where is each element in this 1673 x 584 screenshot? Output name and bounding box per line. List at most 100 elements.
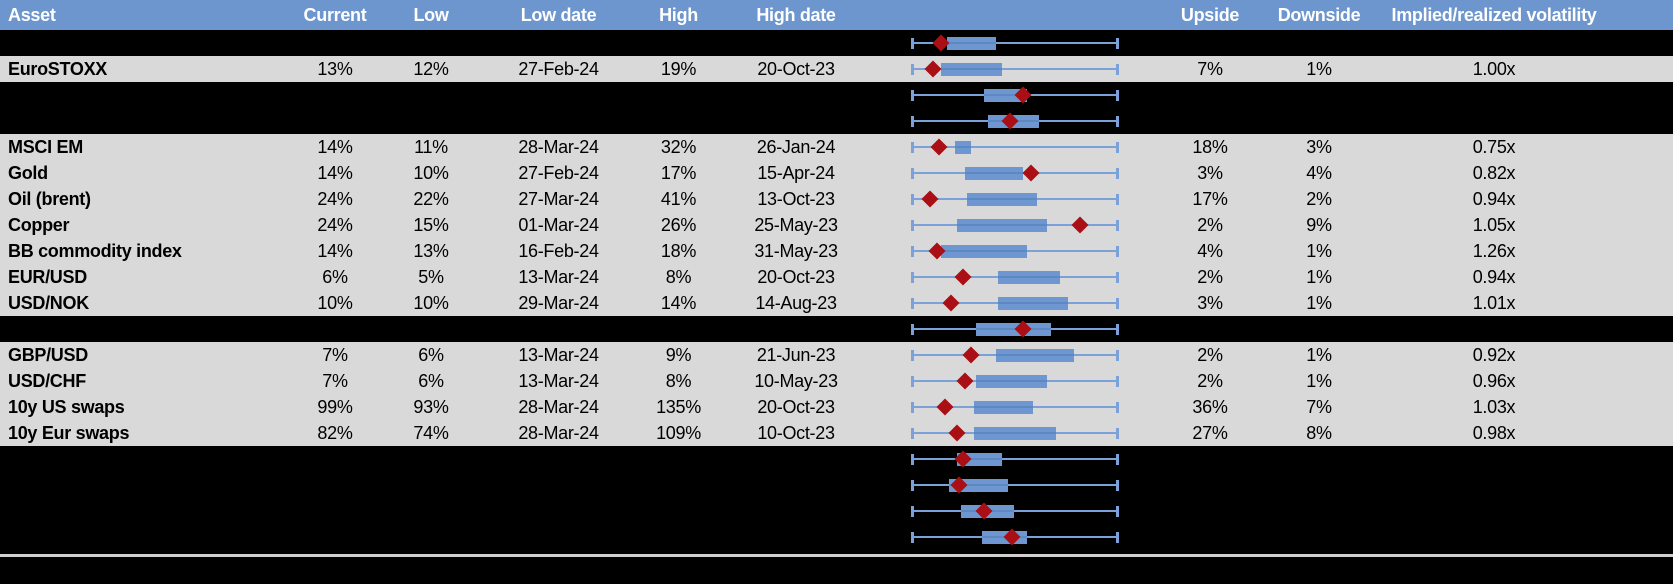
- hidden-row: [0, 82, 1673, 108]
- whisker-cap-right: [1116, 89, 1119, 101]
- whisker-cap-left: [911, 63, 914, 75]
- low-date-value: 28-Mar-24: [518, 136, 599, 157]
- current-diamond-icon: [1071, 216, 1089, 234]
- whisker-cap-left: [911, 505, 914, 517]
- downside-value: 7%: [1306, 396, 1332, 417]
- footer-divider-line: [0, 554, 1673, 557]
- downside-value: 8%: [1306, 422, 1332, 443]
- whisker-cap-left: [911, 167, 914, 179]
- high-date-value: 31-May-23: [754, 240, 838, 261]
- low-date-value: 27-Feb-24: [518, 162, 599, 183]
- boxplot-track: [911, 498, 1119, 524]
- whisker-cap-left: [911, 245, 914, 257]
- range-median-line: [973, 406, 1033, 408]
- whisker-cap-right: [1116, 297, 1119, 309]
- current-diamond-icon: [942, 294, 960, 312]
- high-value: 8%: [665, 266, 692, 287]
- whisker-cap-left: [911, 89, 914, 101]
- boxplot-track: [911, 212, 1119, 238]
- asset-label: USD/NOK: [8, 292, 89, 313]
- whisker-cap-right: [1116, 375, 1119, 387]
- implied-realized-value: 1.01x: [1472, 292, 1516, 313]
- low-date-value: 27-Mar-24: [518, 188, 599, 209]
- current-diamond-icon: [948, 424, 966, 442]
- asset-label: EuroSTOXX: [8, 58, 107, 79]
- downside-value: 2%: [1306, 188, 1332, 209]
- table-row: USD/CHF 7% 6% 13-Mar-24 8% 10-May-23 2% 1% 0.96x: [0, 368, 1673, 394]
- range-median-line: [975, 328, 1052, 330]
- whisker-cap-left: [911, 271, 914, 283]
- range-boxplot: [880, 316, 1160, 342]
- low-value: 10%: [413, 162, 449, 183]
- boxplot-track: [911, 524, 1119, 550]
- implied-realized-value: 0.94x: [1472, 266, 1516, 287]
- column-header-low: Low: [413, 4, 449, 25]
- high-value: 18%: [660, 240, 697, 261]
- upside-value: 17%: [1192, 188, 1228, 209]
- whisker-cap-left: [911, 141, 914, 153]
- upside-value: 27%: [1192, 422, 1228, 443]
- high-date-value: 10-Oct-23: [757, 422, 835, 443]
- hidden-row: [0, 472, 1673, 498]
- high-value: 19%: [660, 58, 697, 79]
- range-boxplot: [880, 420, 1160, 446]
- downside-value: 1%: [1306, 266, 1332, 287]
- range-boxplot: [880, 212, 1160, 238]
- range-boxplot: [880, 134, 1160, 160]
- current-value: 14%: [317, 136, 353, 157]
- range-boxplot: [880, 30, 1160, 56]
- whisker-cap-right: [1116, 531, 1119, 543]
- high-date-value: 14-Aug-23: [755, 292, 837, 313]
- downside-value: 1%: [1306, 58, 1332, 79]
- range-boxplot: [880, 82, 1160, 108]
- whisker-cap-right: [1116, 271, 1119, 283]
- current-value: 24%: [317, 214, 353, 235]
- current-value: 6%: [322, 266, 348, 287]
- asset-label: EUR/USD: [8, 266, 87, 287]
- low-date-value: 29-Mar-24: [518, 292, 599, 313]
- current-diamond-icon: [956, 372, 974, 390]
- whisker-line: [912, 458, 1117, 460]
- downside-value: 1%: [1306, 344, 1332, 365]
- column-header-downside: Downside: [1277, 4, 1361, 25]
- whisker-line: [912, 484, 1117, 486]
- implied-realized-value: 0.98x: [1472, 422, 1516, 443]
- current-diamond-icon: [954, 268, 972, 286]
- boxplot-track: [911, 56, 1119, 82]
- downside-value: 1%: [1306, 292, 1332, 313]
- high-value: 17%: [660, 162, 697, 183]
- implied-realized-value: 1.00x: [1472, 58, 1516, 79]
- high-date-value: 20-Oct-23: [757, 58, 835, 79]
- range-median-line: [975, 380, 1048, 382]
- boxplot-track: [911, 30, 1119, 56]
- implied-realized-value: 0.75x: [1472, 136, 1516, 157]
- high-value: 32%: [660, 136, 697, 157]
- upside-value: 18%: [1192, 136, 1228, 157]
- high-value: 41%: [660, 188, 697, 209]
- table-row: Oil (brent) 24% 22% 27-Mar-24 41% 13-Oct-23 17…: [0, 186, 1673, 212]
- table-row: Gold 14% 10% 27-Feb-24 17% 15-Apr-24 3% 4% 0.82x: [0, 160, 1673, 186]
- whisker-cap-left: [911, 479, 914, 491]
- hidden-row: [0, 316, 1673, 342]
- range-median-line: [998, 276, 1060, 278]
- column-header-range-chart: [880, 0, 1160, 30]
- asset-label: MSCI EM: [8, 136, 83, 157]
- high-date-value: 25-May-23: [754, 214, 838, 235]
- whisker-cap-right: [1116, 453, 1119, 465]
- high-date-value: 20-Oct-23: [757, 266, 835, 287]
- asset-label: BB commodity index: [8, 240, 182, 261]
- low-date-value: 13-Mar-24: [518, 370, 599, 391]
- high-value: 8%: [665, 370, 692, 391]
- whisker-line: [912, 42, 1117, 44]
- range-median-line: [946, 42, 997, 44]
- whisker-cap-right: [1116, 37, 1119, 49]
- whisker-cap-left: [911, 401, 914, 413]
- implied-realized-value: 1.05x: [1472, 214, 1516, 235]
- high-date-value: 13-Oct-23: [757, 188, 835, 209]
- whisker-cap-right: [1116, 349, 1119, 361]
- whisker-cap-right: [1116, 427, 1119, 439]
- downside-value: 3%: [1306, 136, 1332, 157]
- low-value: 22%: [413, 188, 449, 209]
- boxplot-track: [911, 238, 1119, 264]
